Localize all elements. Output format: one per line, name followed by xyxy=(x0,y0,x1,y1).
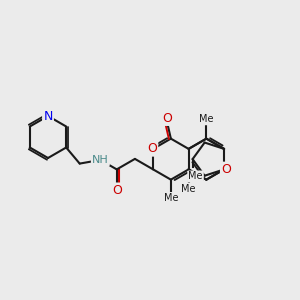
Text: Me: Me xyxy=(199,114,214,124)
Text: NH: NH xyxy=(92,155,109,165)
Text: O: O xyxy=(221,163,231,176)
Text: O: O xyxy=(147,142,157,155)
Text: N: N xyxy=(43,110,53,122)
Text: O: O xyxy=(112,184,122,197)
Text: Me: Me xyxy=(164,193,178,203)
Text: Me: Me xyxy=(188,172,203,182)
Text: Me: Me xyxy=(182,184,196,194)
Text: O: O xyxy=(162,112,172,125)
